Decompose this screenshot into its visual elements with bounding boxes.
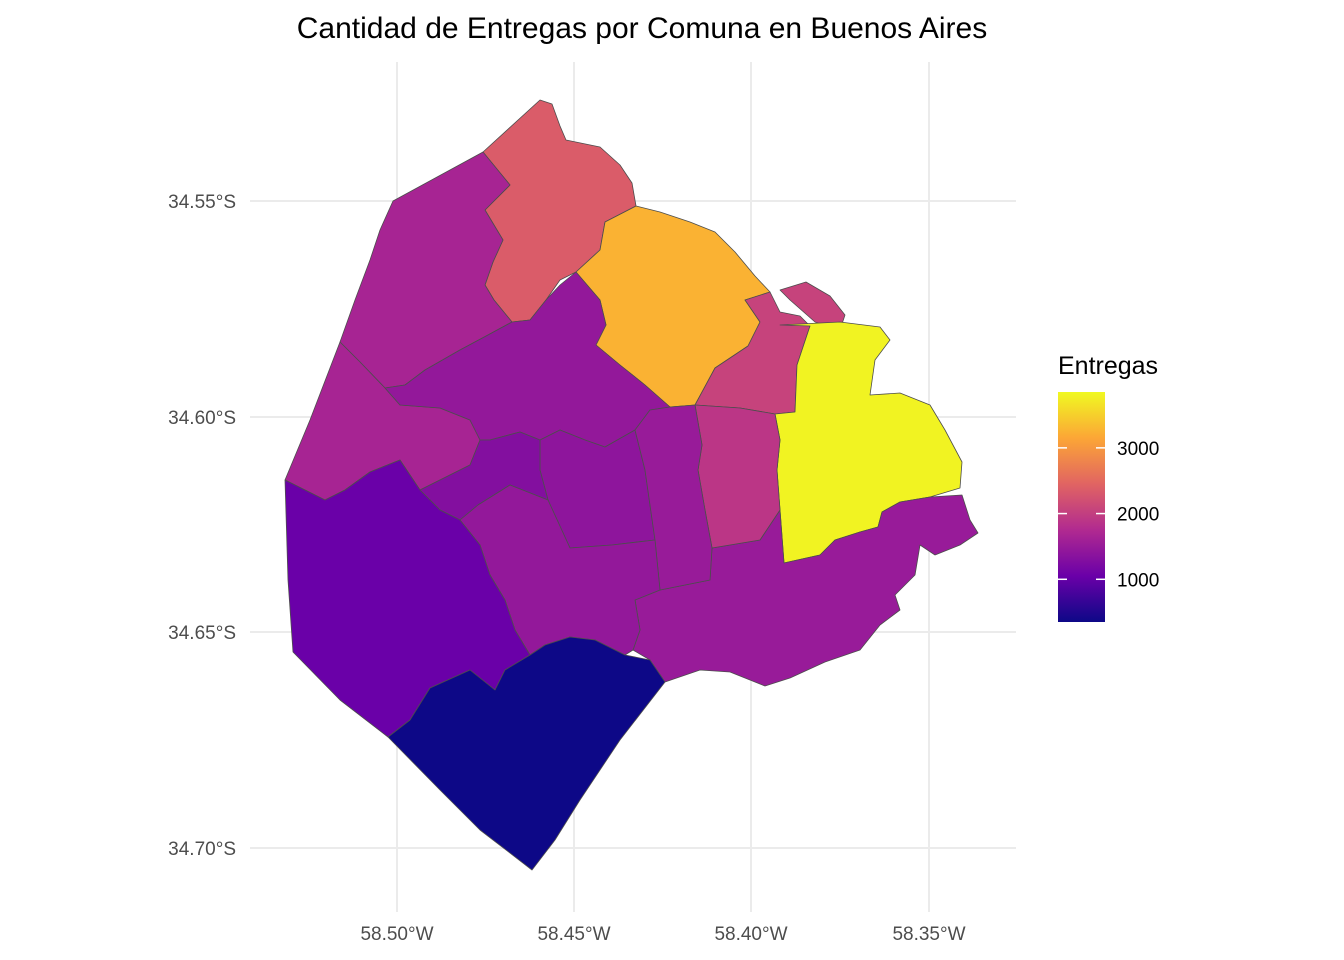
legend-tick-label: 1000 — [1117, 570, 1159, 591]
legend-colorbar — [1058, 392, 1105, 622]
legend: Entregas 1000 2000 3000 — [1058, 352, 1159, 622]
legend-ticks: 1000 2000 3000 — [1058, 439, 1159, 591]
legend-tick-label: 3000 — [1117, 439, 1159, 460]
legend-tick-label: 2000 — [1117, 505, 1159, 526]
y-tick-label: 34.70°S — [168, 839, 236, 860]
x-tick-label: 58.35°W — [892, 924, 965, 945]
comunas — [284, 99, 979, 871]
y-tick-label: 34.60°S — [168, 408, 236, 429]
comuna-9 — [284, 459, 531, 738]
comuna-8 — [387, 636, 666, 871]
y-tick-label: 34.55°S — [168, 192, 236, 213]
y-tick-label: 34.65°S — [168, 623, 236, 644]
page-title: Cantidad de Entregas por Comuna en Bueno… — [296, 12, 988, 45]
legend-title: Entregas — [1058, 352, 1158, 380]
x-tick-label: 58.40°W — [714, 924, 787, 945]
x-tick-label: 58.45°W — [537, 924, 610, 945]
x-tick-label: 58.50°W — [360, 924, 433, 945]
